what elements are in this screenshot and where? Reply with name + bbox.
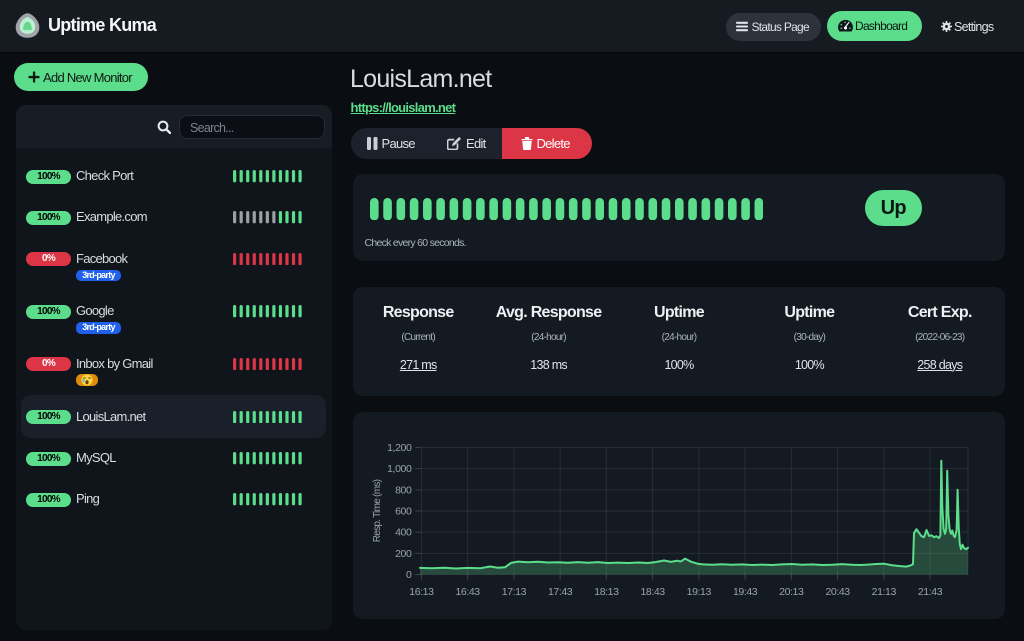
svg-text:20:43: 20:43 [825,586,850,598]
svg-text:1,200: 1,200 [387,442,412,454]
svg-text:Resp. Time (ms): Resp. Time (ms) [372,479,383,542]
svg-text:17:13: 17:13 [502,586,527,598]
svg-text:19:43: 19:43 [733,586,758,598]
svg-text:18:13: 18:13 [594,586,619,598]
svg-text:18:43: 18:43 [640,586,665,598]
svg-text:1,000: 1,000 [387,463,412,475]
svg-text:800: 800 [395,484,412,496]
svg-text:17:43: 17:43 [548,586,573,598]
svg-text:600: 600 [395,506,412,518]
svg-text:16:13: 16:13 [409,586,434,598]
svg-text:20:13: 20:13 [779,586,804,598]
svg-text:21:43: 21:43 [918,586,943,598]
svg-text:16:43: 16:43 [455,586,480,598]
svg-text:19:13: 19:13 [687,586,712,598]
svg-text:21:13: 21:13 [872,586,897,598]
svg-text:200: 200 [395,548,412,560]
svg-text:0: 0 [406,569,412,581]
svg-text:400: 400 [395,527,412,539]
